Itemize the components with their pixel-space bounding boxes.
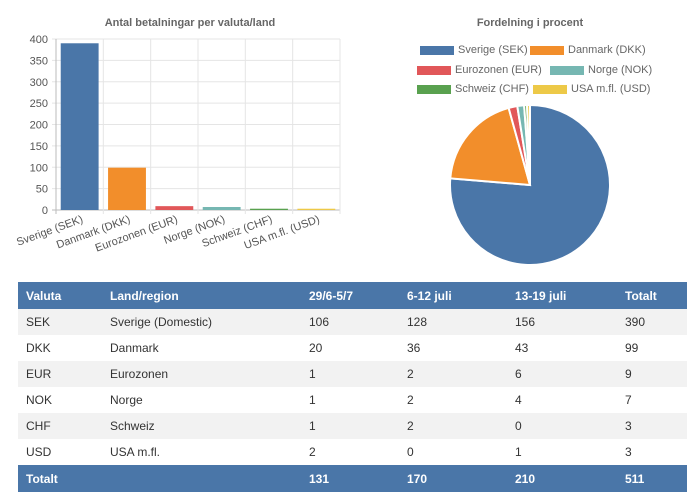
cell: 9 <box>617 361 687 387</box>
table-header-row: Valuta Land/region 29/6-5/7 6-12 juli 13… <box>18 282 687 309</box>
legend-label: Schweiz (CHF) <box>455 83 529 95</box>
legend-swatch <box>417 84 451 94</box>
cell: 390 <box>617 309 687 335</box>
legend-item[interactable]: Eurozonen (EUR) <box>417 64 542 76</box>
footer-cell <box>102 465 301 492</box>
header-valuta: Valuta <box>18 282 102 309</box>
footer-cell: 511 <box>617 465 687 492</box>
header-week-2: 6-12 juli <box>399 282 507 309</box>
legend-item[interactable]: Danmark (DKK) <box>530 44 646 56</box>
pie-slice <box>449 106 532 187</box>
cell: 0 <box>507 413 617 439</box>
y-tick-label: 50 <box>36 184 48 196</box>
cell: 3 <box>617 413 687 439</box>
legend-swatch <box>417 65 451 75</box>
table-row: USD USA m.fl. 2 0 1 3 <box>18 439 687 465</box>
pie-slice <box>526 103 531 186</box>
y-tick-label: 0 <box>42 205 48 217</box>
cell: 3 <box>617 439 687 465</box>
cell: 43 <box>507 335 617 361</box>
legend-label: Sverige (SEK) <box>458 44 528 56</box>
legend-swatch <box>530 45 564 55</box>
cell: 4 <box>507 387 617 413</box>
cell: NOK <box>18 387 102 413</box>
legend-swatch <box>550 65 584 75</box>
cell: 2 <box>301 439 399 465</box>
legend-swatch <box>420 45 454 55</box>
legend-item[interactable]: Schweiz (CHF) <box>417 83 529 95</box>
y-tick-label: 100 <box>30 162 48 174</box>
cell: 1 <box>507 439 617 465</box>
pie-chart-title: Fordelning i procent <box>476 17 584 29</box>
cell: EUR <box>18 361 102 387</box>
bar-chart-title: Antal betalningar per valuta/land <box>104 17 276 29</box>
table-row: EUR Eurozonen 1 2 6 9 <box>18 361 687 387</box>
cell: 128 <box>399 309 507 335</box>
cell: 6 <box>507 361 617 387</box>
cell: 7 <box>617 387 687 413</box>
cell: Sverige (Domestic) <box>102 309 301 335</box>
cell: DKK <box>18 335 102 361</box>
footer-cell: 170 <box>399 465 507 492</box>
table-footer-row: Totalt 131 170 210 511 <box>18 465 687 492</box>
cell: Schweiz <box>102 413 301 439</box>
legend-swatch <box>533 84 567 94</box>
bar <box>250 208 288 210</box>
y-tick-label: 250 <box>30 98 48 110</box>
y-tick-label: 200 <box>30 120 48 132</box>
cell: Danmark <box>102 335 301 361</box>
bar <box>297 208 336 210</box>
y-tick-label: 300 <box>30 77 48 89</box>
table-row: SEK Sverige (Domestic) 106 128 156 390 <box>18 309 687 335</box>
legend-label: Norge (NOK) <box>588 64 653 76</box>
legend-label: USA m.fl. (USD) <box>571 83 651 95</box>
cell: 36 <box>399 335 507 361</box>
legend-label: Danmark (DKK) <box>568 44 646 56</box>
payments-table: Valuta Land/region 29/6-5/7 6-12 juli 13… <box>18 282 687 492</box>
bar <box>202 207 241 210</box>
cell: 106 <box>301 309 399 335</box>
cell: 1 <box>301 413 399 439</box>
cell: 2 <box>399 387 507 413</box>
y-tick-label: 400 <box>30 34 48 46</box>
bar <box>155 206 194 210</box>
legend-item[interactable]: Sverige (SEK) <box>420 44 528 56</box>
header-week-3: 13-19 juli <box>507 282 617 309</box>
cell: 2 <box>399 413 507 439</box>
cell: 2 <box>399 361 507 387</box>
cell: USD <box>18 439 102 465</box>
y-tick-label: 350 <box>30 55 48 67</box>
table-row: CHF Schweiz 1 2 0 3 <box>18 413 687 439</box>
cell: 1 <box>301 387 399 413</box>
pie-chart <box>449 103 611 266</box>
cell: 156 <box>507 309 617 335</box>
legend-label: Eurozonen (EUR) <box>455 64 542 76</box>
cell: Norge <box>102 387 301 413</box>
table-row: NOK Norge 1 2 4 7 <box>18 387 687 413</box>
cell: 1 <box>301 361 399 387</box>
bar <box>108 167 146 210</box>
cell: USA m.fl. <box>102 439 301 465</box>
footer-cell: 131 <box>301 465 399 492</box>
cell: 20 <box>301 335 399 361</box>
footer-cell: Totalt <box>18 465 102 492</box>
legend-item[interactable]: Norge (NOK) <box>550 64 652 76</box>
cell: Eurozonen <box>102 361 301 387</box>
legend-item[interactable]: USA m.fl. (USD) <box>533 83 650 95</box>
y-tick-label: 150 <box>30 141 48 153</box>
cell: CHF <box>18 413 102 439</box>
cell: 0 <box>399 439 507 465</box>
header-week-1: 29/6-5/7 <box>301 282 399 309</box>
header-totalt: Totalt <box>617 282 687 309</box>
table-row: DKK Danmark 20 36 43 99 <box>18 335 687 361</box>
cell: 99 <box>617 335 687 361</box>
bar <box>60 43 99 211</box>
footer-cell: 210 <box>507 465 617 492</box>
header-land-region: Land/region <box>102 282 301 309</box>
cell: SEK <box>18 309 102 335</box>
